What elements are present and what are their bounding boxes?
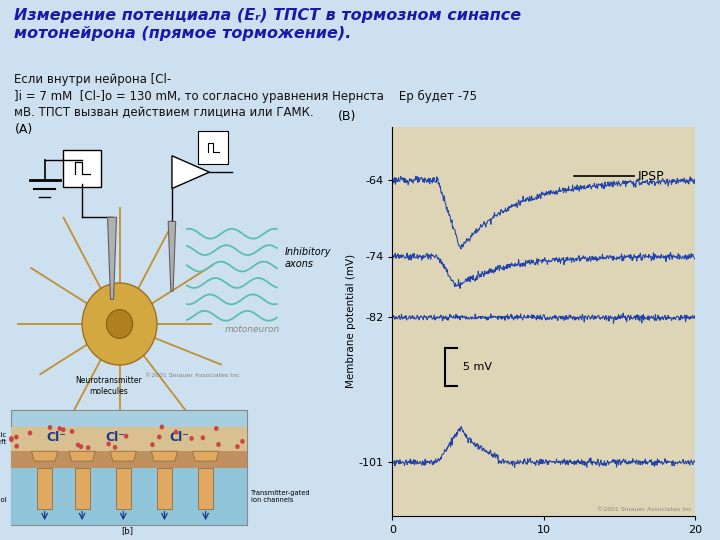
Circle shape [76,442,81,448]
Circle shape [124,434,128,438]
Text: Cl⁻: Cl⁻ [106,431,126,444]
Circle shape [70,429,74,434]
Text: (A): (A) [14,123,33,136]
FancyBboxPatch shape [157,468,172,509]
Circle shape [28,430,32,435]
Y-axis label: Membrane potential (mV): Membrane potential (mV) [346,254,356,388]
FancyBboxPatch shape [37,468,52,509]
Text: IPSP: IPSP [637,170,664,183]
Text: ©2001 Sinauer Associates Inc: ©2001 Sinauer Associates Inc [597,507,692,512]
Polygon shape [107,217,117,299]
Circle shape [9,437,14,442]
Polygon shape [69,451,95,461]
Text: 5 mV: 5 mV [464,362,492,372]
Text: Inhibitory
axons: Inhibitory axons [284,247,330,268]
Polygon shape [168,221,176,291]
Text: Synaptic
cleft: Synaptic cleft [0,433,7,446]
Polygon shape [172,156,210,188]
Circle shape [107,309,132,339]
FancyBboxPatch shape [116,468,131,509]
Circle shape [160,424,164,429]
FancyBboxPatch shape [11,451,247,468]
FancyBboxPatch shape [75,468,89,509]
FancyBboxPatch shape [198,131,228,164]
Circle shape [150,442,155,447]
Text: Измерение потенциала (Eᵣ) ТПСТ в тормозном синапсе
мотонейрона (прямое торможени: Измерение потенциала (Eᵣ) ТПСТ в тормозн… [14,8,521,41]
Text: motoneuron: motoneuron [225,325,279,334]
FancyBboxPatch shape [63,150,101,186]
Text: ©2001 Sinauer Associates Inc: ©2001 Sinauer Associates Inc [145,373,239,379]
Circle shape [216,442,221,447]
Circle shape [107,442,111,447]
Circle shape [14,444,19,449]
Circle shape [189,436,194,441]
Circle shape [48,425,53,430]
Polygon shape [151,451,178,461]
Circle shape [240,439,245,444]
Circle shape [14,435,19,440]
Circle shape [78,444,84,449]
Text: Если внутри нейрона [Cl-
]i = 7 mM  [Cl-]o = 130 mM, то согласно уравнения Нернс: Если внутри нейрона [Cl- ]i = 7 mM [Cl-]… [14,73,477,119]
Circle shape [82,283,157,365]
Circle shape [61,427,66,432]
Circle shape [214,426,218,431]
Text: Transmitter-gated
ion channels: Transmitter-gated ion channels [251,490,310,503]
Text: [b]: [b] [121,526,133,535]
Polygon shape [32,451,58,461]
FancyBboxPatch shape [11,427,247,451]
FancyBboxPatch shape [11,410,247,525]
Text: (B): (B) [338,110,356,123]
Circle shape [86,445,91,450]
Circle shape [174,429,179,435]
Text: Cl⁻: Cl⁻ [169,431,189,444]
Circle shape [9,436,14,441]
FancyBboxPatch shape [198,468,213,509]
Circle shape [201,435,205,440]
Polygon shape [192,451,219,461]
Circle shape [235,444,240,449]
Text: Cl⁻: Cl⁻ [46,431,66,444]
Circle shape [113,445,117,450]
Circle shape [157,435,161,440]
Text: Neurotransmitter
molecules: Neurotransmitter molecules [75,376,142,396]
Circle shape [58,426,62,431]
FancyBboxPatch shape [11,468,247,525]
Polygon shape [110,451,136,461]
Text: Cytosol: Cytosol [0,497,7,503]
